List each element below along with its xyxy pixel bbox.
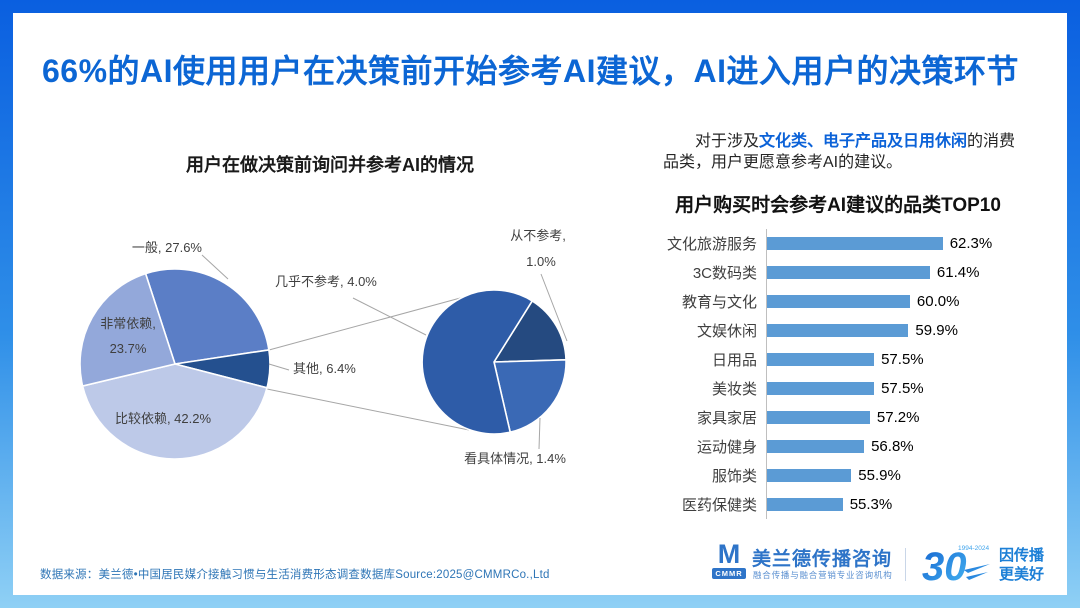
- pie-of-pie-chart: 一般, 27.6% 其他, 6.4% 比较依赖, 42.2% 非常依赖, 23.7% 从…: [79, 228, 568, 466]
- pie-slice-label: 比较依赖, 42.2%: [115, 411, 212, 426]
- bar-value-label: 57.5%: [881, 380, 924, 397]
- bar-value-label: 60.0%: [916, 293, 960, 310]
- pie-slice-label: 从不参考,: [510, 228, 566, 243]
- bar-row: 医药保健类 55.3%: [645, 490, 1035, 519]
- bar-category-label: 日用品: [711, 352, 757, 369]
- pie-slice-label: 其他, 6.4%: [293, 361, 356, 376]
- pie-slice-label: 23.7%: [110, 341, 147, 356]
- bar-value-label: 61.4%: [936, 264, 980, 281]
- 30th-anniversary-icon: 30 1994-2024: [922, 545, 990, 588]
- slogan-line-1: 因传播: [999, 547, 1045, 564]
- pie-label-leader-line: [538, 417, 541, 450]
- bar-track: 55.9%: [766, 461, 1035, 490]
- cmmr-m-icon: M: [717, 539, 741, 569]
- bar-value-label: 57.5%: [881, 351, 924, 368]
- bar-row: 文化旅游服务 62.3%: [645, 229, 1035, 258]
- bar-category-label: 家具家居: [696, 410, 757, 427]
- pie-label-leader-line: [540, 273, 568, 342]
- bar-track: 60.0%: [766, 287, 1035, 316]
- cmmr-logo: M CMMR: [712, 541, 746, 579]
- bar-track: 57.5%: [766, 374, 1035, 403]
- bar-value-label: 59.9%: [915, 322, 958, 339]
- bar: [767, 382, 875, 395]
- bar: [767, 440, 865, 453]
- data-source-note: 数据来源：美兰德•中国居民媒介接触习惯与生活消费形态调查数据库Source:20…: [40, 569, 550, 581]
- bar-category-label: 3C数码类: [692, 265, 757, 282]
- bar: [767, 295, 910, 308]
- bar-track: 57.5%: [766, 345, 1035, 374]
- bar-chart-title: 用户购买时会参考AI建议的品类TOP10: [675, 195, 1001, 216]
- pie-slice: 从不参考, 1.0%: [492, 299, 567, 363]
- pie-slice: 比较依赖, 42.2%: [81, 363, 268, 460]
- pie-connector-line: [268, 296, 465, 351]
- bar-track: 62.3%: [766, 229, 1035, 258]
- footer-divider: [905, 548, 906, 581]
- bar: [767, 324, 909, 337]
- bar-category-label: 美妆类: [711, 381, 757, 398]
- cmmr-abbr-badge: CMMR: [712, 568, 746, 579]
- pie-slice: 看具体情况, 1.4%: [493, 358, 567, 434]
- pie-slice-label: 非常依赖,: [100, 316, 156, 331]
- bar-track: 61.4%: [766, 258, 1035, 287]
- pie-slice-label: 几乎不参考, 4.0%: [275, 274, 377, 289]
- bar-category-label: 文娱休闲: [696, 323, 757, 340]
- bar-value-label: 57.2%: [876, 409, 920, 426]
- insight-highlight: 文化类、电子产品及日用休闲: [759, 133, 968, 150]
- pie-chart-title: 用户在做决策前询问并参考AI的情况: [186, 155, 474, 175]
- pie-label-leader-line: [201, 254, 229, 280]
- pie-slice: 一般, 27.6%: [144, 268, 270, 365]
- bar-track: 55.3%: [766, 490, 1035, 519]
- pie-label-leader-line: [268, 363, 290, 371]
- bar-category-label: 文化旅游服务: [666, 236, 757, 253]
- bar: [767, 498, 843, 511]
- bar-row: 服饰类 55.9%: [645, 461, 1035, 490]
- page-title: 66%的AI使用用户在决策前开始参考AI建议，AI进入用户的决策环节: [42, 53, 1020, 90]
- pie-slice-label: 看具体情况, 1.4%: [464, 451, 566, 466]
- bar-row: 日用品 57.5%: [645, 345, 1035, 374]
- bar: [767, 266, 930, 279]
- svg-text:1994-2024: 1994-2024: [958, 545, 989, 552]
- bar: [767, 469, 852, 482]
- bar-row: 美妆类 57.5%: [645, 374, 1035, 403]
- bar-track: 56.8%: [766, 432, 1035, 461]
- bar-row: 教育与文化 60.0%: [645, 287, 1035, 316]
- insight-text: 的消费品类，用户更愿意参考AI的建议。: [663, 133, 1016, 171]
- bar-row: 家具家居 57.2%: [645, 403, 1035, 432]
- pie-slice-label: 1.0%: [526, 254, 556, 269]
- svg-text:30: 30: [922, 545, 967, 588]
- bar-category-label: 运动健身: [696, 439, 757, 456]
- bar: [767, 353, 875, 366]
- bar-value-label: 55.9%: [858, 467, 901, 484]
- bar: [767, 237, 943, 250]
- brand-slogan: 因传播 更美好: [999, 546, 1044, 584]
- bar-row: 运动健身 56.8%: [645, 432, 1035, 461]
- bar-category-label: 医药保健类: [681, 497, 757, 514]
- pie-label-leader-line: [352, 297, 427, 336]
- bar-chart: 文化旅游服务 62.3% 3C数码类 61.4% 教育与文化 60.0% 文娱休闲 59.9%…: [645, 229, 1035, 519]
- brand-tagline: 融合传播与融合营销专业咨询机构: [753, 570, 893, 580]
- pie-slice: 几乎不参考, 4.0%: [421, 289, 534, 435]
- bar: [767, 411, 870, 424]
- bar-row: 3C数码类 61.4%: [645, 258, 1035, 287]
- bar-category-label: 教育与文化: [681, 294, 757, 311]
- pie-connector-line: [266, 388, 470, 431]
- bar-track: 57.2%: [766, 403, 1035, 432]
- bar-value-label: 62.3%: [949, 235, 993, 252]
- bar-value-label: 56.8%: [871, 438, 914, 455]
- bar-row: 文娱休闲 59.9%: [645, 316, 1035, 345]
- pie-slice: 非常依赖, 23.7%: [79, 272, 177, 387]
- bar-category-label: 服饰类: [711, 468, 757, 485]
- slogan-line-2: 更美好: [999, 566, 1045, 583]
- bar-value-label: 55.3%: [849, 496, 893, 513]
- insight-text: 对于涉及: [695, 133, 760, 150]
- pie-slice-label: 一般, 27.6%: [132, 240, 203, 255]
- bar-track: 59.9%: [766, 316, 1035, 345]
- brand-name: 美兰德传播咨询: [752, 549, 893, 570]
- insight-paragraph: 对于涉及文化类、电子产品及日用休闲的消费品类，用户更愿意参考AI的建议。: [663, 131, 1017, 173]
